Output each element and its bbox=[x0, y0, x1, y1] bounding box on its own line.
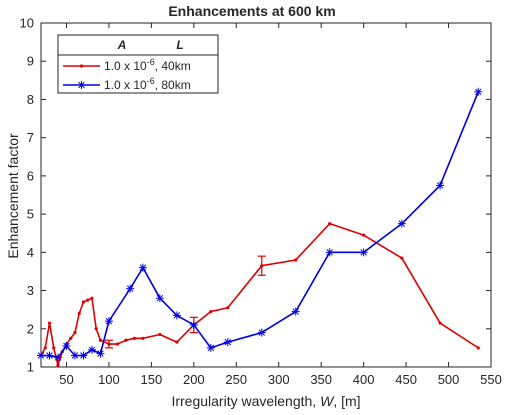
data-point bbox=[209, 309, 213, 314]
data-point bbox=[474, 87, 483, 96]
legend-label: 1.0 x 10-6, 80km bbox=[104, 76, 191, 92]
data-point bbox=[126, 284, 135, 293]
data-point bbox=[73, 331, 77, 335]
data-point bbox=[81, 300, 86, 304]
data-point bbox=[158, 332, 162, 337]
data-point bbox=[362, 233, 366, 237]
error-bar bbox=[257, 255, 266, 276]
x-tick-label: 150 bbox=[141, 372, 163, 387]
data-point bbox=[291, 307, 300, 316]
y-tick-label: 3 bbox=[27, 283, 34, 298]
y-tick-label: 6 bbox=[27, 168, 34, 183]
data-point bbox=[138, 263, 147, 272]
legend-marker bbox=[77, 81, 86, 89]
legend-box bbox=[57, 34, 219, 94]
data-point bbox=[98, 338, 103, 342]
y-tick-label: 2 bbox=[27, 321, 34, 336]
x-tick-label: 350 bbox=[310, 372, 332, 387]
legend-label: 1.0 x 10-6, 40km bbox=[104, 57, 191, 73]
data-point bbox=[94, 327, 98, 331]
data-point bbox=[223, 338, 232, 347]
series-1 bbox=[37, 87, 483, 362]
data-point bbox=[124, 338, 128, 342]
data-point bbox=[397, 219, 406, 228]
x-tick-label: 400 bbox=[353, 372, 375, 387]
data-point bbox=[43, 346, 47, 350]
data-point bbox=[37, 351, 45, 360]
data-point bbox=[79, 351, 88, 360]
data-point bbox=[257, 328, 266, 337]
data-point bbox=[132, 336, 136, 340]
legend-item: 1.0 x 10-6, 80km bbox=[63, 76, 191, 92]
data-point bbox=[476, 346, 480, 350]
data-point bbox=[226, 306, 230, 310]
x-tick-label: 250 bbox=[225, 372, 247, 387]
data-point bbox=[359, 248, 368, 257]
data-point bbox=[436, 181, 445, 190]
data-point bbox=[45, 351, 54, 360]
legend-item: 1.0 x 10-6, 40km bbox=[63, 57, 191, 73]
error-bar bbox=[104, 339, 113, 349]
data-point bbox=[115, 342, 120, 346]
y-axis: 1 2 3 4 5 6 7 8 9 10 bbox=[20, 16, 491, 375]
series-layer bbox=[37, 87, 483, 367]
data-point bbox=[56, 363, 60, 367]
data-point bbox=[294, 258, 298, 262]
y-tick-label: 4 bbox=[27, 245, 34, 260]
data-point bbox=[155, 294, 164, 303]
x-tick-label: 500 bbox=[438, 372, 460, 387]
data-point bbox=[328, 222, 332, 226]
data-point bbox=[104, 317, 113, 326]
data-point bbox=[325, 248, 334, 257]
data-point bbox=[69, 336, 73, 340]
data-point bbox=[77, 311, 81, 316]
x-axis-label-variable: W bbox=[320, 393, 335, 409]
x-tick-label: 300 bbox=[268, 372, 290, 387]
x-tick-label: 200 bbox=[183, 372, 205, 387]
y-tick-label: 1 bbox=[27, 360, 34, 375]
data-point bbox=[62, 341, 71, 350]
data-point bbox=[175, 340, 179, 344]
chart-title: Enhancements at 600 km bbox=[168, 3, 335, 19]
data-point bbox=[90, 296, 94, 300]
x-axis-label: Irregularity wavelength, W, [m] bbox=[171, 393, 360, 409]
y-tick-label: 10 bbox=[20, 16, 34, 31]
legend-marker bbox=[79, 64, 84, 68]
x-axis-label-prefix: Irregularity wavelength, bbox=[171, 393, 320, 409]
legend: A L 1.0 x 10-6, 40km 1.0 x 10-6, 80km bbox=[57, 34, 219, 94]
legend-header-a: A bbox=[117, 38, 127, 52]
x-tick-label: 450 bbox=[395, 372, 417, 387]
data-point bbox=[53, 353, 62, 362]
data-point bbox=[438, 321, 442, 325]
data-point bbox=[96, 349, 105, 358]
data-point bbox=[172, 311, 181, 320]
data-point bbox=[52, 346, 56, 350]
data-point bbox=[400, 256, 404, 260]
legend-entries: 1.0 x 10-6, 40km 1.0 x 10-6, 80km bbox=[63, 57, 191, 92]
data-point bbox=[141, 336, 145, 340]
x-tick-label: 550 bbox=[480, 372, 502, 387]
data-point bbox=[189, 320, 198, 329]
data-point bbox=[47, 321, 52, 325]
data-point bbox=[206, 343, 215, 352]
x-tick-label: 50 bbox=[59, 372, 73, 387]
y-axis-label: Enhancement factor bbox=[5, 133, 21, 259]
data-point bbox=[70, 351, 79, 360]
y-tick-label: 7 bbox=[27, 130, 34, 145]
y-tick-label: 9 bbox=[27, 54, 34, 69]
x-axis-label-suffix: , [m] bbox=[333, 393, 360, 409]
data-point bbox=[86, 298, 90, 302]
x-tick-label: 100 bbox=[98, 372, 120, 387]
y-tick-label: 8 bbox=[27, 92, 34, 107]
legend-header-l: L bbox=[176, 38, 183, 52]
y-tick-label: 5 bbox=[27, 207, 34, 222]
x-axis: 50 100 150 200 250 300 350 400 450 500 550 bbox=[59, 23, 502, 387]
data-point bbox=[87, 345, 96, 354]
